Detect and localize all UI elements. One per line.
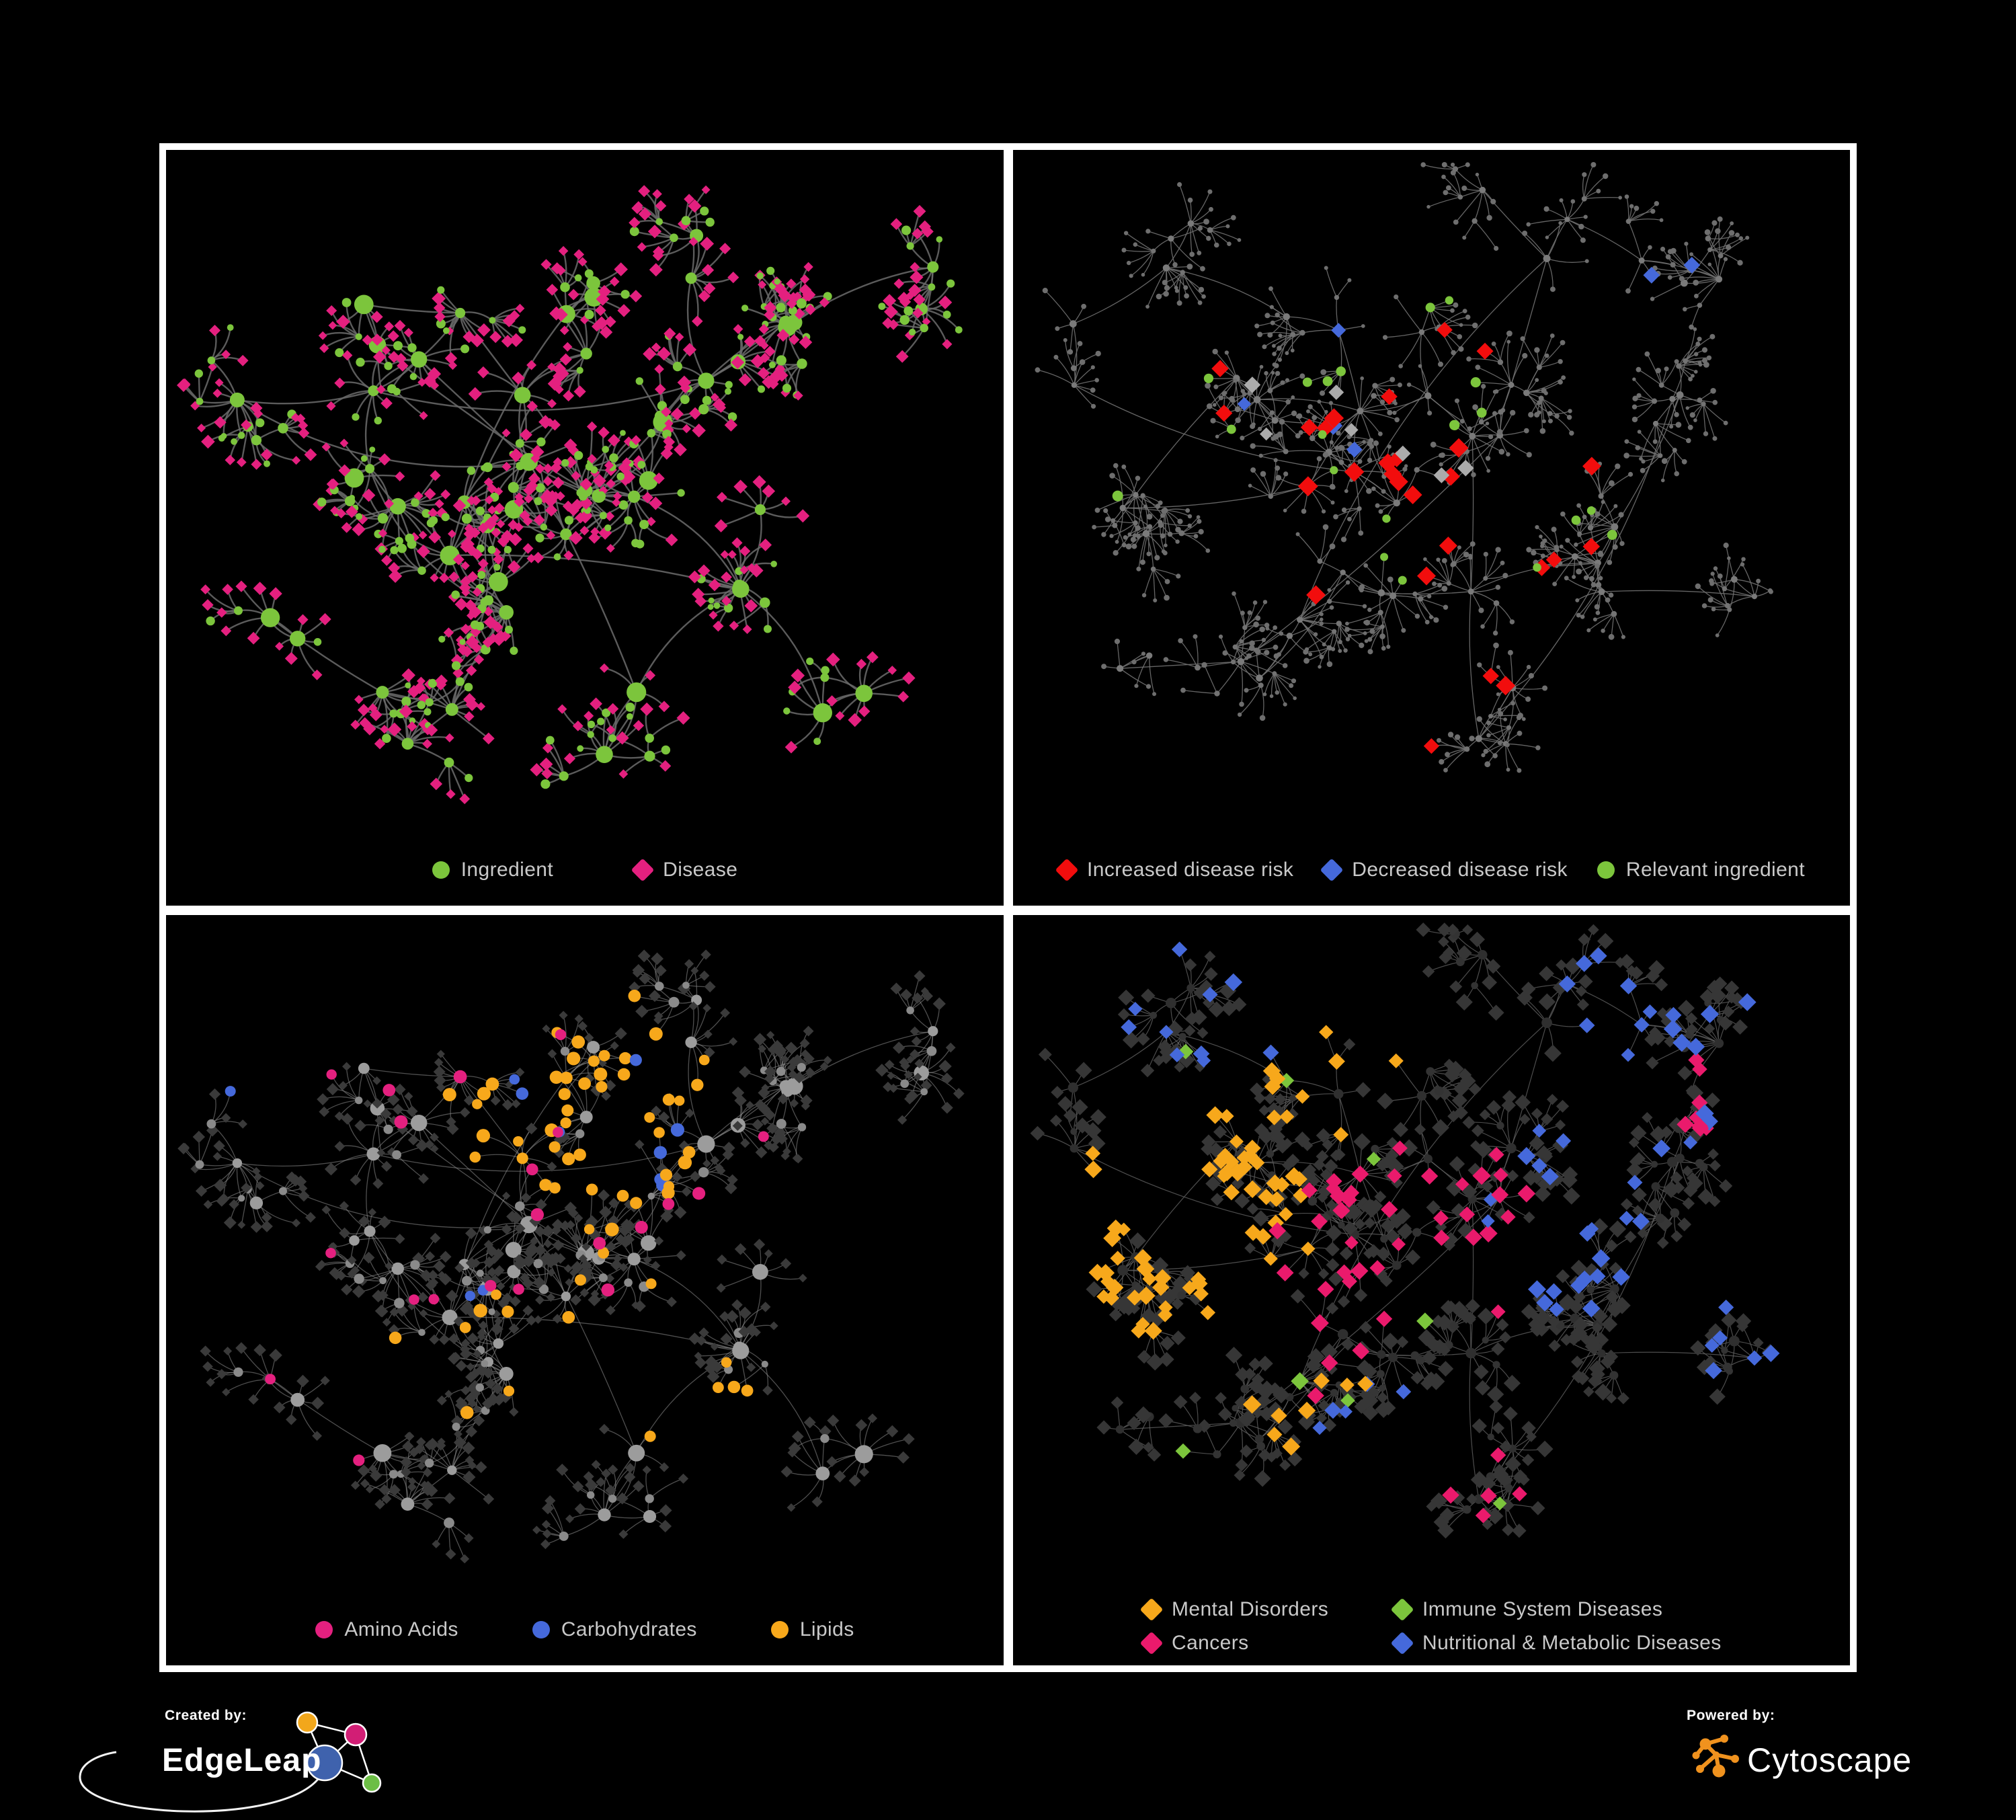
disease-diamond-icon xyxy=(631,858,655,882)
nutritional-metabolic-diseases-diamond-icon xyxy=(1390,1631,1414,1655)
edgeleap-brand-text: EdgeLeap xyxy=(162,1743,321,1778)
cytoscape-logo: Powered by: Cytoscape xyxy=(1687,1708,1912,1779)
amino-acids-circle-icon xyxy=(315,1621,333,1638)
ingredient-circle-icon xyxy=(432,861,450,879)
increased-risk-diamond-icon xyxy=(1055,858,1079,882)
legend-item-immune-system-diseases: Immune System Diseases xyxy=(1390,1597,1722,1622)
legend-label: Mental Disorders xyxy=(1172,1598,1329,1620)
panel-nutrient-categories: Amino Acids Carbohydrates Lipids xyxy=(159,908,1010,1672)
relevant-ingredient-circle-icon xyxy=(1597,861,1615,879)
cytoscape-brand-text: Cytoscape xyxy=(1747,1741,1912,1779)
nutrient-categories-network-graph xyxy=(177,949,965,1564)
legend-label: Disease xyxy=(663,859,738,881)
edgeleap-pink-node-icon xyxy=(344,1723,368,1747)
panel-disease-risk: Increased disease risk Decreased disease… xyxy=(1006,143,1857,912)
panel-ingredient-disease: Ingredient Disease xyxy=(159,143,1010,912)
edgeleap-green-node-icon xyxy=(362,1773,382,1793)
cancers-diamond-icon xyxy=(1139,1631,1164,1655)
legend-ingredient-disease: Ingredient Disease xyxy=(166,858,1004,882)
cytoscape-glyph-nodes xyxy=(1692,1735,1739,1778)
legend-label: Ingredient xyxy=(460,859,554,881)
legend-item-cancers: Cancers xyxy=(1139,1631,1394,1655)
legend-label: Relevant ingredient xyxy=(1625,859,1805,881)
legend-nutrient-categories: Amino Acids Carbohydrates Lipids xyxy=(166,1618,1004,1641)
legend-item-nutritional-metabolic-diseases: Nutritional & Metabolic Diseases xyxy=(1390,1631,1722,1655)
legend-item-increased-risk: Increased disease risk xyxy=(1055,858,1294,882)
legend-label: Cancers xyxy=(1172,1632,1249,1654)
disease-categories-network-graph xyxy=(1030,922,1780,1539)
powered-by-label: Powered by: xyxy=(1687,1708,1775,1723)
decreased-risk-diamond-icon xyxy=(1320,858,1344,882)
legend-label: Carbohydrates xyxy=(561,1618,697,1640)
legend-label: Decreased disease risk xyxy=(1352,859,1568,881)
edgeleap-orange-node-icon xyxy=(296,1711,319,1734)
legend-item-ingredient: Ingredient xyxy=(432,859,553,881)
created-by-label: Created by: xyxy=(165,1708,247,1723)
edgeleap-logo: Created by: EdgeLeap xyxy=(79,1708,382,1813)
legend-item-amino-acids: Amino Acids xyxy=(315,1618,458,1641)
legend-label: Nutritional & Metabolic Diseases xyxy=(1422,1632,1722,1654)
legend-item-relevant-ingredient: Relevant ingredient xyxy=(1597,859,1805,881)
panel-disease-categories: Mental Disorders Immune System Diseases … xyxy=(1006,908,1857,1672)
legend-label: Immune System Diseases xyxy=(1422,1598,1663,1620)
legend-item-decreased-risk: Decreased disease risk xyxy=(1320,858,1568,882)
legend-label: Increased disease risk xyxy=(1087,859,1294,881)
mental-disorders-diamond-icon xyxy=(1139,1597,1164,1622)
legend-item-disease: Disease xyxy=(631,858,738,882)
immune-system-diseases-diamond-icon xyxy=(1390,1597,1414,1622)
lipids-circle-icon xyxy=(770,1621,789,1638)
carbohydrates-circle-icon xyxy=(532,1621,550,1638)
edgeleap-blue-node-icon xyxy=(306,1744,344,1782)
edgeleap-swoosh xyxy=(79,1751,321,1813)
legend-label: Lipids xyxy=(799,1618,854,1640)
legend-label: Amino Acids xyxy=(344,1618,458,1640)
ingredient-disease-network-graph xyxy=(177,185,963,805)
legend-disease-categories: Mental Disorders Immune System Diseases … xyxy=(1013,1597,1850,1655)
legend-item-mental-disorders: Mental Disorders xyxy=(1139,1597,1394,1622)
legend-disease-risk: Increased disease risk Decreased disease… xyxy=(1013,858,1850,882)
disease-risk-network-graph xyxy=(1035,162,1773,773)
legend-item-lipids: Lipids xyxy=(770,1618,854,1641)
legend-item-carbohydrates: Carbohydrates xyxy=(532,1618,697,1641)
